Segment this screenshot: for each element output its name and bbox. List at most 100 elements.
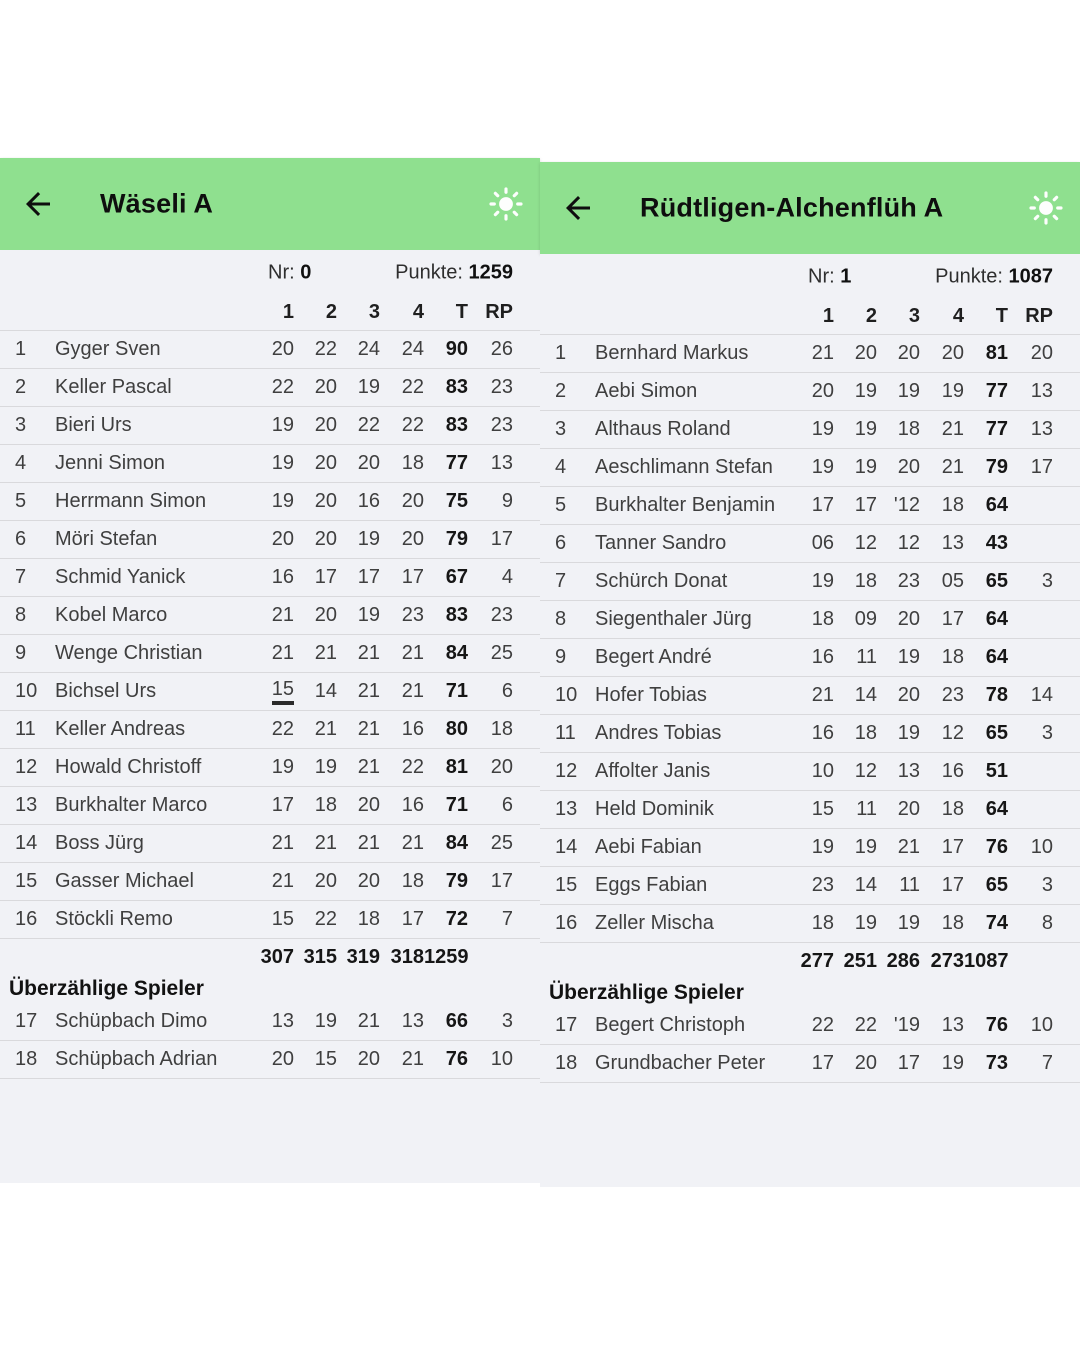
table-row[interactable]: 2 Aebi Simon 20 19 19 19 77 13: [540, 372, 1080, 410]
score-cell: 21: [314, 832, 337, 854]
brightness-button[interactable]: [1024, 186, 1068, 230]
table-row[interactable]: 10 Bichsel Urs 15 14 21 21 71 6: [0, 672, 540, 710]
score-cell: 21: [271, 642, 294, 664]
player-rank: 3: [555, 418, 567, 440]
player-rank: 13: [15, 794, 38, 816]
table-row[interactable]: 16 Stöckli Remo 15 22 18 17 72 7: [0, 900, 540, 938]
player-name: Keller Pascal: [55, 376, 172, 398]
player-name: Möri Stefan: [55, 528, 158, 550]
page-title: Wäseli A: [100, 188, 214, 219]
table-row[interactable]: 4 Aeschlimann Stefan 19 19 20 21 79 17: [540, 448, 1080, 486]
player-name: Siegenthaler Jürg: [595, 608, 752, 630]
score-cell: 15: [811, 798, 834, 820]
table-row[interactable]: 15 Eggs Fabian 23 14 11 17 65 3: [540, 866, 1080, 904]
total-cell: 65: [985, 570, 1008, 592]
score-cell: 15: [251, 678, 294, 705]
score-cell: 17: [271, 794, 294, 816]
score-cell: 21: [357, 642, 380, 664]
player-name: Burkhalter Marco: [55, 794, 208, 816]
back-button[interactable]: [16, 182, 60, 226]
table-row[interactable]: 5 Herrmann Simon 19 20 16 20 75 9: [0, 482, 540, 520]
table-row[interactable]: 10 Hofer Tobias 21 14 20 23 78 14: [540, 676, 1080, 714]
player-name: Wenge Christian: [55, 642, 203, 664]
score-cell: 16: [401, 718, 424, 740]
total-cell: 84: [445, 832, 468, 854]
table-row[interactable]: 15 Gasser Michael 21 20 20 18 79 17: [0, 862, 540, 900]
table-row[interactable]: 1 Gyger Sven 20 22 24 24 90 26: [0, 330, 540, 368]
column-headers: 1 2 3 4 T RP: [0, 295, 540, 330]
score-cell: '19: [893, 1013, 920, 1036]
score-cell: 14: [314, 680, 337, 702]
table-row[interactable]: 9 Begert André 16 11 19 18 64: [540, 638, 1080, 676]
score-cell: 19: [854, 912, 877, 934]
table-row[interactable]: 13 Burkhalter Marco 17 18 20 16 71 6: [0, 786, 540, 824]
score-cell: 19: [941, 1052, 964, 1074]
table-row[interactable]: 17 Schüpbach Dimo 13 19 21 13 66 3: [0, 1002, 540, 1040]
score-cell: 19: [897, 912, 920, 934]
table-row[interactable]: 14 Boss Jürg 21 21 21 21 84 25: [0, 824, 540, 862]
table-row[interactable]: 12 Affolter Janis 10 12 13 16 51: [540, 752, 1080, 790]
table-row[interactable]: 1 Bernhard Markus 21 20 20 20 81 20: [540, 334, 1080, 372]
score-cell: 17: [811, 494, 834, 516]
back-button[interactable]: [556, 186, 600, 230]
score-cell: 19: [854, 418, 877, 440]
score-cell: 16: [941, 760, 964, 782]
score-cell: 19: [357, 376, 380, 398]
player-rank: 17: [15, 1009, 38, 1032]
total-cell: 81: [445, 756, 468, 778]
rp-cell: 13: [1030, 380, 1053, 402]
score-cell: 19: [271, 490, 294, 512]
table-row[interactable]: 17 Begert Christoph 22 22 '19 13 76 10: [540, 1006, 1080, 1044]
score-cell: 22: [401, 414, 424, 436]
player-rank: 4: [15, 452, 27, 474]
total-cell: 73: [985, 1052, 1008, 1074]
player-rank: 14: [15, 832, 38, 854]
score-cell: 21: [357, 718, 380, 740]
score-cell: 18: [401, 452, 424, 474]
score-cell: 11: [899, 874, 920, 896]
score-cell: 17: [941, 836, 964, 858]
score-cell: 20: [941, 342, 964, 364]
table-row[interactable]: 13 Held Dominik 15 11 20 18 64: [540, 790, 1080, 828]
table-row[interactable]: 18 Grundbacher Peter 17 20 17 19 73 7: [540, 1044, 1080, 1082]
sun-icon: [1029, 191, 1063, 225]
score-cell: 22: [854, 1013, 877, 1036]
table-row[interactable]: 8 Siegenthaler Jürg 18 09 20 17 64: [540, 600, 1080, 638]
totals-row: 307 315 319 318 1259: [0, 938, 540, 976]
player-rank: 10: [15, 680, 38, 702]
score-cell: 19: [271, 756, 294, 778]
score-cell: 17: [314, 566, 337, 588]
table-row[interactable]: 3 Althaus Roland 19 19 18 21 77 13: [540, 410, 1080, 448]
table-row[interactable]: 5 Burkhalter Benjamin 17 17 '12 18 64: [540, 486, 1080, 524]
player-rank: 15: [15, 870, 38, 892]
table-row[interactable]: 2 Keller Pascal 22 20 19 22 83 23: [0, 368, 540, 406]
table-row[interactable]: 3 Bieri Urs 19 20 22 22 83 23: [0, 406, 540, 444]
table-row[interactable]: 6 Möri Stefan 20 20 19 20 79 17: [0, 520, 540, 558]
score-cell: 19: [897, 380, 920, 402]
table-row[interactable]: 8 Kobel Marco 21 20 19 23 83 23: [0, 596, 540, 634]
score-cell: 21: [401, 642, 424, 664]
score-cell: 18: [941, 798, 964, 820]
table-row[interactable]: 11 Andres Tobias 16 18 19 12 65 3: [540, 714, 1080, 752]
table-row[interactable]: 4 Jenni Simon 19 20 20 18 77 13: [0, 444, 540, 482]
total-cell: 75: [445, 490, 468, 512]
score-cell: 17: [357, 566, 380, 588]
table-row[interactable]: 7 Schmid Yanick 16 17 17 17 67 4: [0, 558, 540, 596]
table-row[interactable]: 11 Keller Andreas 22 21 21 16 80 18: [0, 710, 540, 748]
total-cell: 64: [985, 646, 1008, 668]
player-name: Boss Jürg: [55, 832, 144, 854]
table-row[interactable]: 6 Tanner Sandro 06 12 12 13 43: [540, 524, 1080, 562]
rp-cell: 23: [490, 414, 513, 436]
table-row[interactable]: 12 Howald Christoff 19 19 21 22 81 20: [0, 748, 540, 786]
brightness-button[interactable]: [484, 182, 528, 226]
score-cell: 21: [357, 832, 380, 854]
score-cell: 21: [401, 680, 424, 702]
table-row[interactable]: 9 Wenge Christian 21 21 21 21 84 25: [0, 634, 540, 672]
total-sum: 1087: [964, 950, 1009, 972]
rp-cell: 7: [1041, 1052, 1053, 1074]
total-cell: 43: [985, 532, 1008, 554]
table-row[interactable]: 18 Schüpbach Adrian 20 15 20 21 76 10: [0, 1040, 540, 1078]
table-row[interactable]: 7 Schürch Donat 19 18 23 05 65 3: [540, 562, 1080, 600]
table-row[interactable]: 14 Aebi Fabian 19 19 21 17 76 10: [540, 828, 1080, 866]
table-row[interactable]: 16 Zeller Mischa 18 19 19 18 74 8: [540, 904, 1080, 942]
